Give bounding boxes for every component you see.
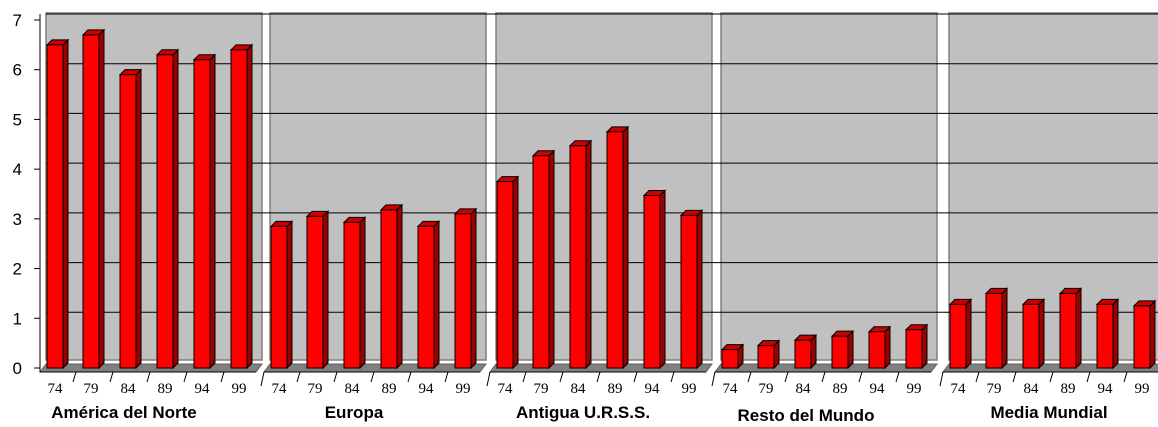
bar-5-99 [1132, 299, 1157, 370]
bar-4-74 [720, 343, 745, 370]
bar-5-74 [948, 298, 973, 370]
y-tick-label-4: 4 [13, 160, 22, 179]
panel-floor-2 [263, 363, 487, 373]
y-tick-label-7: 7 [13, 11, 22, 30]
x-tick-label-2-79: 79 [308, 381, 323, 397]
x-tick-label-1-94: 94 [195, 381, 211, 397]
x-axis: 74 79 84 89 94 99 74 79 84 89 94 99 74 79 84 89 94 99 74 79… [40, 371, 1158, 397]
bar-4-89 [830, 329, 855, 370]
bar-1-74 [45, 38, 70, 370]
bar-5-89 [1058, 287, 1083, 370]
x-tick-label-1-84: 84 [121, 381, 137, 397]
x-tick-label-2-94: 94 [419, 381, 435, 397]
y-axis: 0 1 2 3 4 5 6 7 [13, 11, 41, 378]
chart-panels [39, 12, 1158, 373]
group-label-3: Antigua U.R.S.S. [516, 403, 650, 422]
x-tick-label-1-74: 74 [48, 381, 64, 397]
x-tick-label-5-79: 79 [987, 381, 1002, 397]
x-tick-label-1-89: 89 [158, 381, 173, 397]
y-tick-label-5: 5 [13, 110, 22, 129]
bar-1-84 [118, 68, 143, 370]
bar-4-84 [793, 333, 818, 370]
x-tick-label-1-79: 79 [84, 381, 99, 397]
x-tick-label-5-94: 94 [1098, 381, 1114, 397]
group-separator-3 [711, 371, 716, 387]
x-tick-label-4-84: 84 [796, 381, 812, 397]
x-tick-label-5-99: 99 [1135, 381, 1150, 397]
chart-bars [45, 28, 1157, 370]
y-tick-label-2: 2 [13, 260, 22, 279]
group-label-5: Media Mundial [990, 403, 1107, 422]
bar-1-99 [229, 43, 254, 370]
bar-5-79 [984, 287, 1009, 370]
bar-3-94 [642, 189, 667, 370]
bar-2-74 [269, 220, 294, 370]
x-tick-label-4-94: 94 [870, 381, 886, 397]
bar-1-89 [155, 48, 180, 370]
x-tick-label-3-89: 89 [608, 381, 623, 397]
bar-5-94 [1095, 298, 1120, 370]
x-tick-label-2-89: 89 [382, 381, 397, 397]
bar-3-89 [605, 125, 630, 370]
panel-floor-1 [39, 363, 263, 373]
group-label-1: América del Norte [51, 403, 197, 422]
x-tick-label-4-99: 99 [907, 381, 922, 397]
x-tick-label-3-74: 74 [498, 381, 514, 397]
x-tick-label-4-89: 89 [833, 381, 848, 397]
bar-3-84 [568, 139, 593, 370]
x-tick-label-5-89: 89 [1061, 381, 1076, 397]
panel-wall-2 [269, 12, 487, 361]
panel-floor-5 [942, 363, 1158, 373]
panel-wall-3 [495, 12, 713, 361]
bar-2-94 [416, 220, 441, 370]
x-tick-label-4-74: 74 [723, 381, 739, 397]
y-tick-label-3: 3 [13, 210, 22, 229]
x-tick-label-3-84: 84 [571, 381, 587, 397]
y-tick-label-0: 0 [13, 359, 22, 378]
bar-2-89 [379, 203, 404, 370]
panel-floor-3 [489, 363, 713, 373]
bar-4-94 [867, 325, 892, 370]
x-tick-label-1-99: 99 [232, 381, 247, 397]
x-tick-label-5-74: 74 [951, 381, 967, 397]
group-separator-1 [260, 371, 265, 387]
y-tick-label-1: 1 [13, 309, 22, 328]
panel-wall-1 [45, 12, 263, 361]
x-tick-label-5-84: 84 [1024, 381, 1040, 397]
bar-1-79 [81, 28, 106, 370]
x-tick-label-2-99: 99 [456, 381, 471, 397]
group-separator-4 [939, 371, 944, 387]
x-tick-label-3-79: 79 [534, 381, 549, 397]
x-tick-label-3-99: 99 [682, 381, 697, 397]
bar-2-79 [305, 210, 330, 370]
y-tick-label-6: 6 [13, 61, 22, 80]
group-separator-2 [486, 371, 491, 387]
x-tick-label-3-94: 94 [645, 381, 661, 397]
group-label-4: Resto del Mundo [738, 406, 875, 425]
bar-3-74 [495, 175, 520, 370]
x-tick-label-4-79: 79 [759, 381, 774, 397]
bar-2-84 [342, 216, 367, 370]
bar-3-79 [531, 149, 556, 370]
bar-4-79 [756, 339, 781, 370]
panel-wall-4 [720, 12, 938, 361]
bar-5-84 [1021, 298, 1046, 370]
panel-floor-4 [714, 363, 938, 373]
x-tick-label-2-74: 74 [272, 381, 288, 397]
bar-3-99 [679, 209, 704, 370]
bar-2-99 [453, 207, 478, 370]
bar-4-99 [904, 323, 929, 370]
x-tick-label-2-84: 84 [345, 381, 361, 397]
group-labels: América del Norte Europa Antigua U.R.S.S. R… [51, 403, 1107, 425]
group-label-2: Europa [325, 403, 384, 422]
panel-wall-5 [948, 12, 1158, 361]
bar-1-94 [192, 53, 217, 370]
